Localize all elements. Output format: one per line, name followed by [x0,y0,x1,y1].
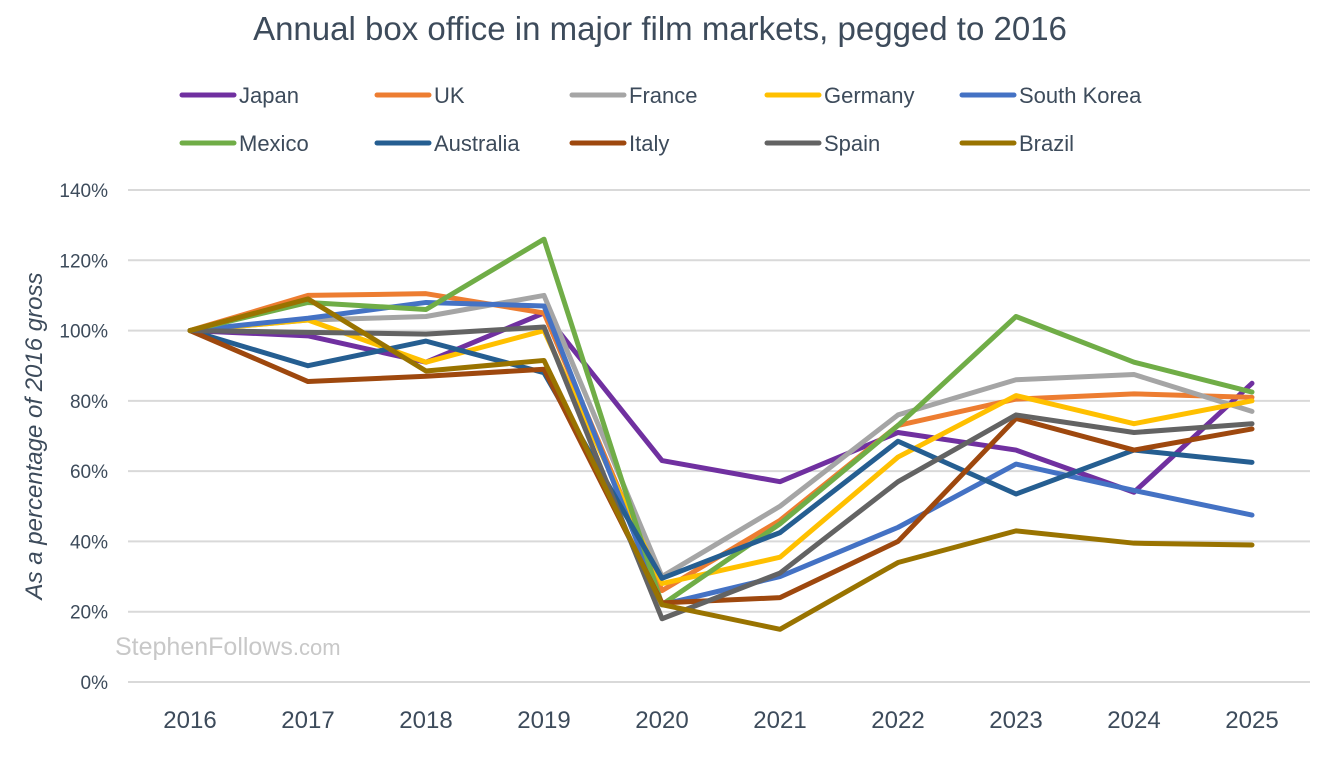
legend-label: UK [434,83,465,108]
x-tick-label: 2017 [281,707,334,734]
chart-title: Annual box office in major film markets,… [253,10,1067,47]
y-tick-label: 60% [70,462,108,483]
x-tick-label: 2022 [871,707,924,734]
legend-item: UK [374,83,465,108]
series-line-australia [187,328,1255,581]
x-tick-label: 2019 [517,707,570,734]
legend-label: Brazil [1019,131,1074,156]
legend-label: South Korea [1019,83,1142,108]
series-lines [187,236,1255,632]
x-axis: 2016 2017 2018 2019 2020 2021 2022 2023 2024 2025 [163,707,1278,734]
series-line-italy [187,328,1255,606]
legend-item: Germany [764,83,914,108]
legend-label: Italy [629,131,669,156]
x-tick-label: 2021 [753,707,806,734]
legend-item: France [569,83,697,108]
watermark-suffix: .com [293,635,341,660]
legend-label: Mexico [239,131,309,156]
x-tick-label: 2023 [989,707,1042,734]
legend-item: South Korea [959,83,1142,108]
legend: Japan UK France Germany South Korea Mexico Aus… [179,83,1142,156]
y-tick-label: 40% [70,532,108,553]
x-tick-label: 2020 [635,707,688,734]
y-tick-label: 0% [81,673,109,694]
watermark: StephenFollows.com [115,633,341,661]
y-tick-label: 100% [59,322,108,343]
y-axis: 0% 20% 40% 60% 80% 100% 120% 140% [59,181,108,694]
legend-item: Italy [569,131,669,156]
legend-label: Germany [824,83,914,108]
legend-label: Japan [239,83,299,108]
series-line-brazil [187,296,1255,632]
legend-label: Australia [434,131,520,156]
legend-item: Brazil [959,131,1074,156]
legend-label: Spain [824,131,880,156]
series-line-mexico [187,236,1255,608]
series-line-south-korea [187,299,1255,608]
x-tick-label: 2016 [163,707,216,734]
legend-label: France [629,83,697,108]
legend-item: Spain [764,131,880,156]
series-line-france [187,292,1255,580]
legend-item: Japan [179,83,299,108]
legend-item: Australia [374,131,520,156]
y-tick-label: 120% [59,251,108,272]
x-tick-label: 2018 [399,707,452,734]
y-tick-label: 20% [70,603,108,624]
y-tick-label: 140% [59,181,108,202]
y-tick-label: 80% [70,392,108,413]
x-tick-label: 2024 [1107,707,1160,734]
series-line-germany [187,317,1255,587]
watermark-main: StephenFollows [115,633,293,661]
series-line-uk [187,291,1255,594]
y-axis-label: As a percentage of 2016 gross [21,273,48,602]
gridlines [128,189,1310,683]
legend-item: Mexico [179,131,309,156]
x-tick-label: 2025 [1225,707,1278,734]
